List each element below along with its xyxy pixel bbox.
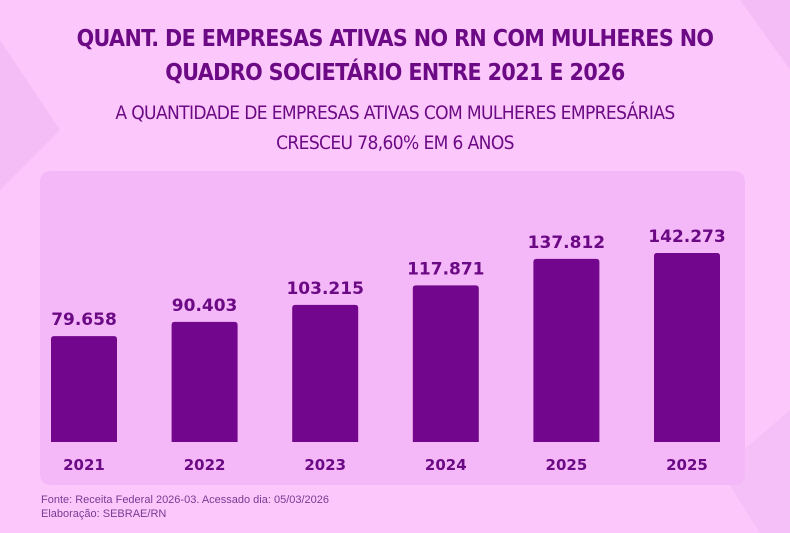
bar-2025 [533, 258, 600, 442]
subtitle-line-2: CRESCEU 78,60% EM 6 ANOS [276, 132, 514, 154]
x-tick-label: 2025 [666, 456, 708, 474]
data-label: 90.403 [172, 296, 238, 316]
bar-2021 [51, 336, 117, 442]
title-line-2: QUADRO SOCIETÁRIO ENTRE 2021 E 2026 [165, 60, 625, 86]
data-label: 137.812 [528, 233, 605, 253]
data-label: 117.871 [407, 259, 484, 279]
chart-title: QUANT. DE EMPRESAS ATIVAS NO RN COM MULH… [0, 22, 790, 90]
subtitle-line-1: A QUANTIDADE DE EMPRESAS ATIVAS COM MULH… [115, 102, 675, 124]
x-tick-label: 2025 [546, 456, 588, 474]
title-line-1: QUANT. DE EMPRESAS ATIVAS NO RN COM MULH… [76, 26, 714, 52]
x-tick-label: 2024 [425, 456, 467, 474]
bar-2024 [412, 285, 479, 442]
x-tick-label: 2022 [184, 456, 226, 474]
data-label: 79.658 [51, 310, 117, 330]
data-label: 103.215 [286, 279, 363, 299]
data-label: 142.273 [648, 227, 725, 247]
credit-note: Elaboração: SEBRAE/RN [41, 508, 167, 520]
chart-panel [40, 171, 745, 485]
bar-2022 [171, 321, 238, 442]
chart-subtitle: A QUANTIDADE DE EMPRESAS ATIVAS COM MULH… [40, 98, 751, 158]
x-tick-label: 2021 [63, 456, 105, 474]
bar-2023 [292, 304, 359, 442]
bar-2025 [654, 253, 720, 442]
source-note: Fonte: Receita Federal 2026-03. Acessado… [41, 494, 330, 506]
x-tick-label: 2023 [304, 456, 346, 474]
